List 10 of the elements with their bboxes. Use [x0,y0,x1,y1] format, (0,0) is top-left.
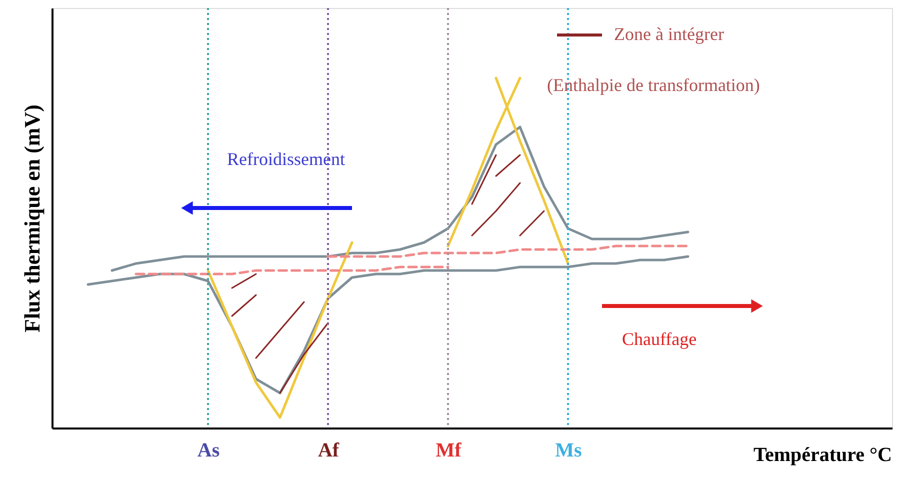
annotation: Refroidissement [227,149,345,169]
annotation: (Enthalpie de transformation) [547,75,760,95]
legend-label: Zone à intégrer [614,24,724,44]
x-tick-label: Af [318,440,340,462]
x-axis-title: Température °C [753,444,892,466]
x-tick-label: Ms [555,440,582,462]
annotation: Chauffage [622,329,697,349]
y-axis-title: Flux thermique en (mV) [20,104,44,332]
x-tick-label: As [197,440,220,462]
x-tick-label: Mf [436,440,462,462]
